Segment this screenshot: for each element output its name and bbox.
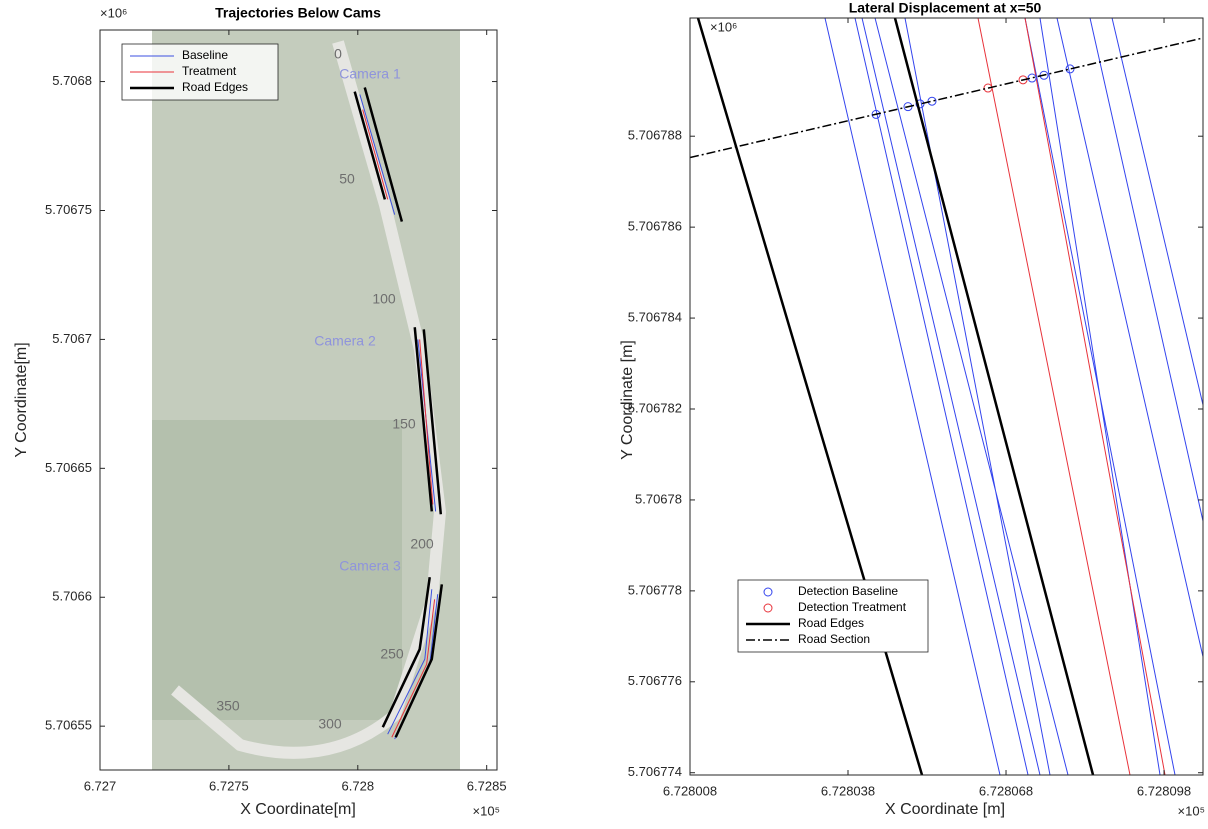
plot-area: 0 50 100 150 200 250 300 350 Camera 1 Camera 2 Cam… bbox=[152, 30, 460, 793]
x-multiplier: ×10⁵ bbox=[1178, 803, 1205, 818]
x-multiplier: ×10⁵ bbox=[473, 803, 500, 818]
series-line bbox=[825, 18, 1208, 775]
x-tick-label: 6.727 bbox=[84, 778, 117, 793]
series-line bbox=[978, 18, 1165, 775]
y-tick-label: 5.706786 bbox=[628, 219, 682, 234]
x-tick-label: 6.728008 bbox=[663, 783, 717, 798]
photo-label: 0 bbox=[334, 46, 342, 62]
series-line bbox=[690, 38, 1203, 158]
photo-label: 350 bbox=[216, 698, 240, 714]
photo-label: Camera 4 bbox=[369, 777, 431, 793]
y-multiplier: ×10⁶ bbox=[100, 5, 127, 20]
y-tick-label: 5.706778 bbox=[628, 582, 682, 597]
x-tick-label: 6.7285 bbox=[467, 778, 507, 793]
x-tick-label: 6.728098 bbox=[1137, 783, 1191, 798]
chart-title: Trajectories Below Cams bbox=[215, 5, 381, 21]
figure: 0 50 100 150 200 250 300 350 Camera 1 Camera 2 Cam… bbox=[0, 0, 1208, 829]
photo-label: 100 bbox=[372, 291, 396, 307]
x-tick-label: 6.728038 bbox=[821, 783, 875, 798]
legend-label: Road Edges bbox=[798, 616, 864, 630]
y-tick-label: 5.706784 bbox=[628, 310, 682, 325]
chart-title: Lateral Displacement at x=50 bbox=[849, 0, 1042, 16]
legend-label: Baseline bbox=[182, 48, 228, 62]
photo-label: Camera 1 bbox=[339, 66, 401, 82]
series-line bbox=[698, 18, 1093, 775]
photo-label: Camera 2 bbox=[314, 333, 376, 349]
x-tick-label: 6.728 bbox=[342, 778, 375, 793]
legend-label: Road Section bbox=[798, 632, 870, 646]
y-tick-label: 5.7067 bbox=[52, 331, 92, 346]
x-axis-label: X Coordinate [m] bbox=[885, 801, 1005, 818]
photo-label: 250 bbox=[380, 646, 404, 662]
x-tick-label: 6.7275 bbox=[209, 778, 249, 793]
photo-label: Camera 3 bbox=[339, 558, 401, 574]
chart-panel: 0 50 100 150 200 250 300 350 Camera 1 Camera 2 Cam… bbox=[13, 5, 506, 819]
legend-label: Detection Baseline bbox=[798, 584, 898, 598]
y-tick-label: 5.70655 bbox=[45, 718, 92, 733]
y-tick-label: 5.70678 bbox=[635, 491, 682, 506]
legend-label: Road Edges bbox=[182, 80, 248, 94]
x-axis-label: X Coordinate[m] bbox=[240, 801, 356, 818]
photo-label: 200 bbox=[410, 536, 434, 552]
y-tick-label: 5.7066 bbox=[52, 589, 92, 604]
axes-box bbox=[690, 18, 1203, 775]
y-tick-label: 5.706776 bbox=[628, 673, 682, 688]
photo-label: 150 bbox=[392, 416, 416, 432]
page: 0 50 100 150 200 250 300 350 Camera 1 Camera 2 Cam… bbox=[0, 0, 1208, 829]
y-multiplier: ×10⁶ bbox=[710, 19, 737, 34]
y-tick-label: 5.706774 bbox=[628, 764, 682, 779]
plot-area bbox=[690, 18, 1208, 775]
photo-label: 300 bbox=[318, 716, 342, 732]
y-tick-label: 5.706788 bbox=[628, 128, 682, 143]
photo-label: 50 bbox=[339, 171, 355, 187]
x-tick-label: 6.728068 bbox=[979, 783, 1033, 798]
y-tick-label: 5.70675 bbox=[45, 202, 92, 217]
legend-label: Treatment bbox=[182, 64, 237, 78]
y-tick-label: 5.70665 bbox=[45, 460, 92, 475]
chart-panel: 6.728008 6.728038 6.728068 6.728098 5.706774… bbox=[619, 0, 1208, 818]
legend-label: Detection Treatment bbox=[798, 600, 907, 614]
y-tick-label: 5.7068 bbox=[52, 73, 92, 88]
y-axis-label: Y Coordinate [m] bbox=[619, 340, 636, 460]
y-axis-label: Y Coordinate[m] bbox=[13, 342, 30, 457]
